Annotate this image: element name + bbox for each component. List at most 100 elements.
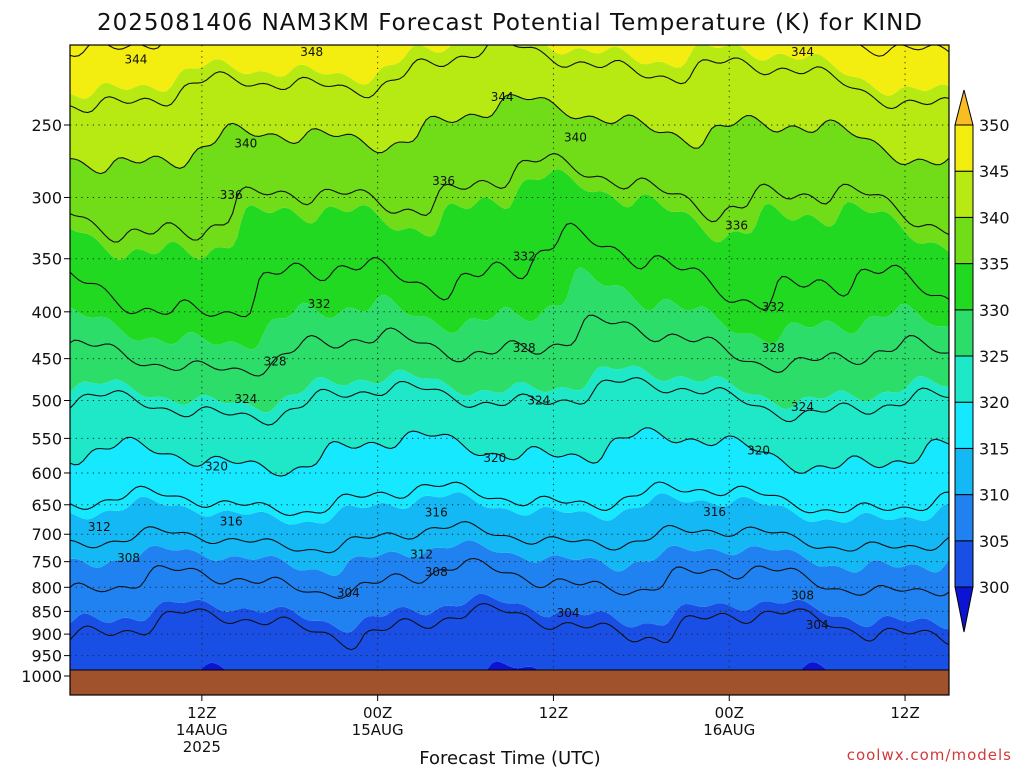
plot-area: 348 344 344 344 340 340 336 336 336 332 332 332 328 3… xyxy=(70,45,949,695)
contour-label-3: 344 xyxy=(791,45,814,59)
x-axis-title: Forecast Time (UTC) xyxy=(419,748,600,768)
contour-308 xyxy=(70,557,949,599)
contour-label-31: 304 xyxy=(806,618,829,632)
contour-label-text: 324 xyxy=(791,400,814,414)
x-tick-label-line: 12Z xyxy=(187,704,216,722)
contour-label-13: 328 xyxy=(513,341,536,355)
contour-label-text: 344 xyxy=(491,90,514,104)
colorbar-segment-8 xyxy=(954,216,974,265)
contour-label-text: 308 xyxy=(791,589,814,603)
colorbar-label-330: 330 xyxy=(979,301,1010,320)
contour-label-text: 332 xyxy=(513,249,536,263)
x-tick-label-line: 00Z xyxy=(715,704,744,722)
x-tick-label-2: 12Z xyxy=(539,704,568,722)
contour-304 xyxy=(70,602,949,651)
plot-frame xyxy=(69,44,950,696)
y-tick-label-500: 500 xyxy=(31,392,62,411)
contour-label-text: 304 xyxy=(337,586,360,600)
contour-label-29: 304 xyxy=(337,586,360,600)
contour-label-9: 332 xyxy=(513,249,536,263)
contour-label-18: 320 xyxy=(205,459,228,473)
theta-contours xyxy=(70,45,949,651)
colorbar-segment-2 xyxy=(954,494,974,542)
colorbar-segment-1 xyxy=(954,540,974,588)
contour-label-text: 324 xyxy=(527,394,550,408)
y-tick-label-800: 800 xyxy=(31,578,62,597)
theta-band-2 xyxy=(70,540,949,633)
colorbar-label-320: 320 xyxy=(979,393,1010,412)
contour-label-16: 324 xyxy=(527,394,550,408)
contour-320 xyxy=(70,427,949,477)
contour-312 xyxy=(70,521,949,554)
y-tick-label-850: 850 xyxy=(31,602,62,621)
chart-title: 2025081406 NAM3KM Forecast Potential Tem… xyxy=(97,10,923,36)
contour-label-17: 324 xyxy=(791,400,814,414)
colorbar-label-325: 325 xyxy=(979,347,1010,366)
contour-336 xyxy=(70,152,949,243)
y-tick-label-750: 750 xyxy=(31,553,62,572)
y-tick-label-950: 950 xyxy=(31,647,62,666)
contour-340 xyxy=(70,93,949,175)
contour-label-24: 312 xyxy=(88,520,111,534)
contour-label-text: 328 xyxy=(762,341,785,355)
x-tick-label-line: 12Z xyxy=(890,704,919,722)
contour-label-28: 308 xyxy=(791,589,814,603)
y-tick-label-450: 450 xyxy=(31,350,62,369)
credit-text: coolwx.com/models xyxy=(847,746,1012,764)
contour-label-text: 348 xyxy=(300,45,323,59)
colorbar-segment-5 xyxy=(954,355,974,403)
contour-label-4: 340 xyxy=(234,137,257,151)
colorbar-segment-10 xyxy=(954,124,974,172)
y-tick-label-1000: 1000 xyxy=(21,667,62,686)
colorbar-segment-3 xyxy=(954,447,974,496)
colorbar-label-335: 335 xyxy=(979,255,1010,274)
y-tick-label-250: 250 xyxy=(31,116,62,135)
contour-label-text: 332 xyxy=(308,297,331,311)
x-tick-label-line: 00Z xyxy=(363,704,392,722)
theta-band-9 xyxy=(70,45,949,174)
contour-label-text: 344 xyxy=(791,45,814,59)
contour-label-27: 308 xyxy=(425,565,448,579)
contour-label-12: 328 xyxy=(264,354,287,368)
y-tick-label-600: 600 xyxy=(31,464,62,483)
x-tick-label-3: 00Z 16AUG xyxy=(703,704,755,739)
contour-label-text: 328 xyxy=(513,341,536,355)
contour-label-text: 320 xyxy=(483,451,506,465)
colorbar: 300 305 310 315 320 325 330 335 340 345 350 xyxy=(954,89,1010,633)
colorbar-label-345: 345 xyxy=(979,162,1010,181)
contour-label-10: 332 xyxy=(308,297,331,311)
contour-label-text: 312 xyxy=(410,548,433,562)
contour-label-22: 316 xyxy=(425,506,448,520)
contour-label-5: 340 xyxy=(564,131,587,145)
y-tick-label-550: 550 xyxy=(31,429,62,448)
contour-label-text: 316 xyxy=(425,506,448,520)
x-tick-label-line: 15AUG xyxy=(352,721,404,739)
contour-label-text: 336 xyxy=(432,174,455,188)
contour-label-text: 312 xyxy=(88,520,111,534)
contour-label-20: 320 xyxy=(747,443,770,457)
contour-label-text: 320 xyxy=(205,459,228,473)
x-tick-label-0: 12Z 14AUG 2025 xyxy=(176,704,228,756)
contour-label-text: 336 xyxy=(220,188,243,202)
contour-label-text: 336 xyxy=(725,219,748,233)
contour-label-8: 336 xyxy=(725,219,748,233)
contour-label-19: 320 xyxy=(483,451,506,465)
contour-328 xyxy=(70,314,949,377)
contour-label-text: 328 xyxy=(264,354,287,368)
colorbar-cap-top xyxy=(954,89,974,126)
theta-band-10 xyxy=(70,45,949,99)
contour-label-6: 336 xyxy=(220,188,243,202)
contour-label-text: 304 xyxy=(806,618,829,632)
contour-label-14: 328 xyxy=(762,341,785,355)
colorbar-label-350: 350 xyxy=(979,116,1010,135)
colorbar-label-305: 305 xyxy=(979,532,1010,551)
contour-label-26: 308 xyxy=(117,551,140,565)
contour-label-30: 304 xyxy=(557,606,580,620)
x-tick-label-line: 12Z xyxy=(539,704,568,722)
colorbar-label-340: 340 xyxy=(979,208,1010,227)
contour-label-text: 316 xyxy=(703,505,726,519)
y-axis: 250 300 350 400 450 500 550 600 650 700 750 800 850 9… xyxy=(21,116,70,686)
colorbar-segment-9 xyxy=(954,170,974,218)
contour-label-25: 312 xyxy=(410,548,433,562)
